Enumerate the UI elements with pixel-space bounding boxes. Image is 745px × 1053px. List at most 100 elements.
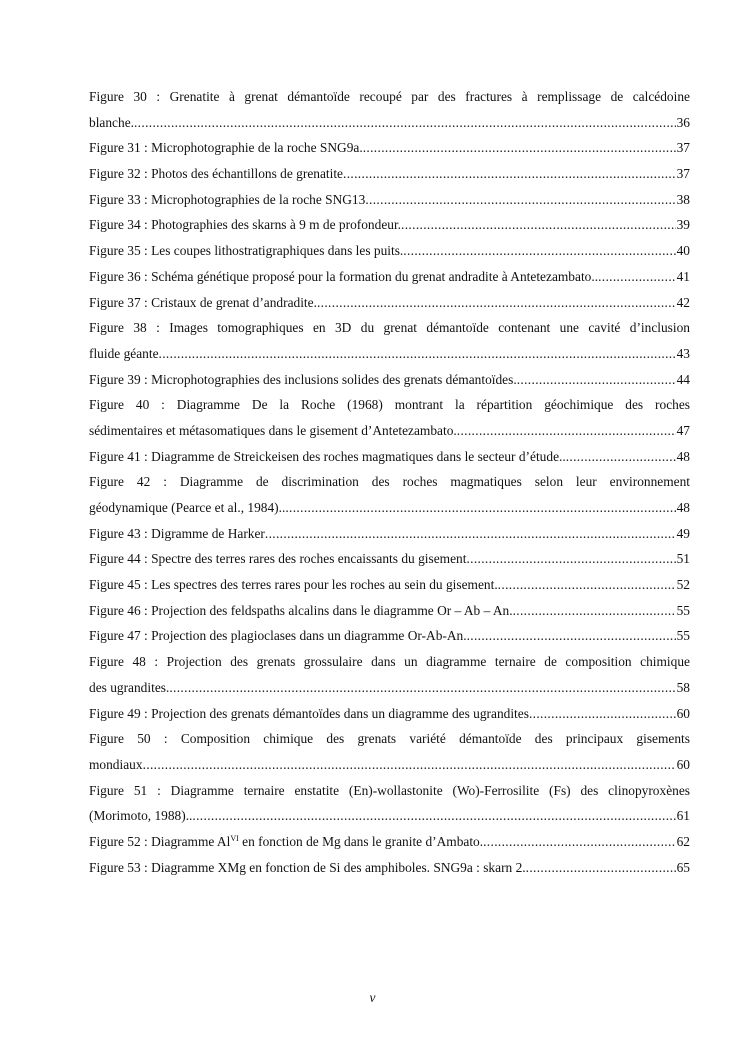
toc-entry-title: Figure 33 : Microphotographies de la roc…: [89, 191, 366, 207]
toc-entry-title: Figure 41 : Diagramme de Streickeisen de…: [89, 448, 566, 464]
toc-entry-line: Figure 42 : Diagramme de discrimination …: [89, 474, 690, 490]
toc-entry-title: Figure 47 : Projection des plagioclases …: [89, 628, 467, 644]
toc-page-number: 37: [676, 140, 690, 156]
toc-entry-title: mondiaux: [89, 756, 143, 772]
toc-entry[interactable]: Figure 52 : Diagramme AlVI en fonction d…: [89, 829, 690, 855]
list-of-figures: Figure 30 : Grenatite à grenat démantoïd…: [89, 84, 690, 880]
dot-leader: ........................................…: [158, 345, 676, 361]
toc-entry[interactable]: Figure 35 : Les coupes lithostratigraphi…: [89, 238, 690, 264]
toc-entry-line: Figure 53 : Diagramme XMg en fonction de…: [89, 855, 690, 881]
toc-entry[interactable]: Figure 53 : Diagramme XMg en fonction de…: [89, 855, 690, 881]
dot-leader: ........................................…: [169, 679, 676, 695]
toc-entry-line: Figure 50 : Composition chimique des gre…: [89, 731, 690, 747]
toc-page-number: 62: [676, 833, 690, 849]
toc-entry[interactable]: Figure 38 : Images tomographiques en 3D …: [89, 315, 690, 366]
toc-entry[interactable]: Figure 33 : Microphotographies de la roc…: [89, 187, 690, 213]
toc-entry-line: Figure 43 : Digramme de Harker .........…: [89, 521, 690, 547]
toc-page-number: 42: [676, 294, 690, 310]
toc-page-number: 47: [676, 422, 690, 438]
dot-leader: ........................................…: [264, 525, 676, 541]
toc-entry[interactable]: Figure 39 : Microphotographies des inclu…: [89, 367, 690, 393]
toc-entry[interactable]: Figure 49 : Projection des grenats déman…: [89, 701, 690, 727]
toc-entry-title: Figure 52 : Diagramme AlVI en fonction d…: [89, 829, 483, 855]
toc-entry-title: Figure 35 : Les coupes lithostratigraphi…: [89, 243, 404, 259]
toc-page-number: 60: [676, 756, 690, 772]
toc-page-number: 36: [676, 114, 690, 130]
toc-entry-title: Figure 31 : Microphotographie de la roch…: [89, 140, 363, 156]
dot-leader: ........................................…: [343, 166, 676, 182]
toc-entry-title: des ugrandites.: [89, 679, 170, 695]
toc-entry[interactable]: Figure 40 : Diagramme De la Roche (1968)…: [89, 392, 690, 443]
dot-leader: ........................................…: [528, 705, 676, 721]
toc-page-number: 55: [676, 628, 690, 644]
toc-entry[interactable]: Figure 41 : Diagramme de Streickeisen de…: [89, 444, 690, 470]
toc-page-number: 43: [676, 345, 690, 361]
title-part: Figure 52 : Diagramme Al: [89, 833, 231, 849]
toc-entry-title: Figure 46 : Projection des feldspaths al…: [89, 602, 513, 618]
toc-entry-title: blanche.: [89, 114, 134, 130]
toc-entry[interactable]: Figure 43 : Digramme de Harker .........…: [89, 521, 690, 547]
toc-entry[interactable]: Figure 34 : Photographies des skarns à 9…: [89, 212, 690, 238]
dot-leader: ........................................…: [512, 602, 676, 618]
toc-entry[interactable]: Figure 31 : Microphotographie de la roch…: [89, 135, 690, 161]
toc-page-number: 60: [676, 705, 690, 721]
toc-entry-line: blanche.................................…: [89, 110, 690, 136]
dot-leader: ........................................…: [456, 422, 676, 438]
superscript: VI: [230, 833, 239, 843]
toc-page-number: 49: [676, 525, 690, 541]
toc-entry[interactable]: Figure 42 : Diagramme de discrimination …: [89, 469, 690, 520]
toc-entry-title: fluide géante: [89, 345, 159, 361]
toc-entry-title: Figure 37 : Cristaux de grenat d’andradi…: [89, 294, 317, 310]
toc-page-number: 65: [676, 859, 690, 875]
toc-entry-line: Figure 31 : Microphotographie de la roch…: [89, 135, 690, 161]
toc-entry[interactable]: Figure 45 : Les spectres des terres rare…: [89, 572, 690, 598]
toc-entry-line: Figure 48 : Projection des grenats gross…: [89, 654, 690, 670]
toc-entry-line: Figure 32 : Photos des échantillons de g…: [89, 161, 690, 187]
toc-entry[interactable]: Figure 48 : Projection des grenats gross…: [89, 649, 690, 700]
toc-entry-line: mondiaux................................…: [89, 752, 690, 778]
toc-entry-title: Figure 39 : Microphotographies des inclu…: [89, 371, 517, 387]
dot-leader: ........................................…: [497, 577, 676, 593]
toc-page-number: 38: [676, 191, 690, 207]
toc-page-number: 52: [676, 577, 690, 593]
dot-leader: ........................................…: [316, 294, 676, 310]
toc-entry-title: Figure 53 : Diagramme XMg en fonction de…: [89, 859, 526, 875]
toc-entry[interactable]: Figure 50 : Composition chimique des gre…: [89, 726, 690, 777]
toc-entry-line: Figure 37 : Cristaux de grenat d’andradi…: [89, 290, 690, 316]
toc-entry[interactable]: Figure 32 : Photos des échantillons de g…: [89, 161, 690, 187]
toc-entry-line: Figure 51 : Diagramme ternaire enstatite…: [89, 782, 690, 798]
toc-entry-line: Figure 41 : Diagramme de Streickeisen de…: [89, 444, 690, 470]
toc-entry-line: Figure 47 : Projection des plagioclases …: [89, 623, 690, 649]
toc-page-number: 48: [676, 500, 690, 515]
toc-page-number: 51: [676, 551, 690, 567]
dot-leader: ........................................…: [565, 448, 676, 464]
dot-leader: ........................................…: [466, 628, 676, 644]
dot-leader: ........................................…: [142, 756, 676, 772]
dot-leader: ........................................…: [598, 268, 676, 284]
toc-entry-line: géodynamique (Pearce et al., 1984).. ...…: [89, 495, 690, 521]
toc-entry[interactable]: Figure 47 : Projection des plagioclases …: [89, 623, 690, 649]
toc-entry-title: sédimentaires et métasomatiques dans le …: [89, 422, 457, 438]
toc-entry[interactable]: Figure 37 : Cristaux de grenat d’andradi…: [89, 290, 690, 316]
toc-entry-line: Figure 35 : Les coupes lithostratigraphi…: [89, 238, 690, 264]
toc-entry[interactable]: Figure 44 : Spectre des terres rares des…: [89, 546, 690, 572]
toc-page-number: 44: [676, 371, 690, 387]
dot-leader: ........................................…: [466, 551, 675, 567]
toc-entry-line: Figure 39 : Microphotographies des inclu…: [89, 367, 690, 393]
toc-entry-line: fluide géante...........................…: [89, 341, 690, 367]
toc-entry[interactable]: Figure 36 : Schéma génétique proposé pou…: [89, 264, 690, 290]
toc-entry-line: Figure 34 : Photographies des skarns à 9…: [89, 212, 690, 238]
dot-leader: ........................................…: [285, 500, 676, 515]
toc-entry[interactable]: Figure 51 : Diagramme ternaire enstatite…: [89, 778, 690, 829]
toc-page-number: 58: [676, 679, 690, 695]
dot-leader: ........................................…: [192, 808, 676, 824]
toc-entry[interactable]: Figure 46 : Projection des feldspaths al…: [89, 598, 690, 624]
dot-leader: ........................................…: [516, 371, 676, 387]
dot-leader: ........................................…: [483, 833, 676, 849]
toc-entry-line: Figure 33 : Microphotographies de la roc…: [89, 187, 690, 213]
toc-page-number: 55: [676, 602, 690, 618]
toc-entry[interactable]: Figure 30 : Grenatite à grenat démantoïd…: [89, 84, 690, 135]
toc-entry-title: Figure 32 : Photos des échantillons de g…: [89, 166, 344, 182]
toc-page-number: 41: [676, 268, 690, 284]
toc-page-number: 48: [676, 448, 690, 464]
